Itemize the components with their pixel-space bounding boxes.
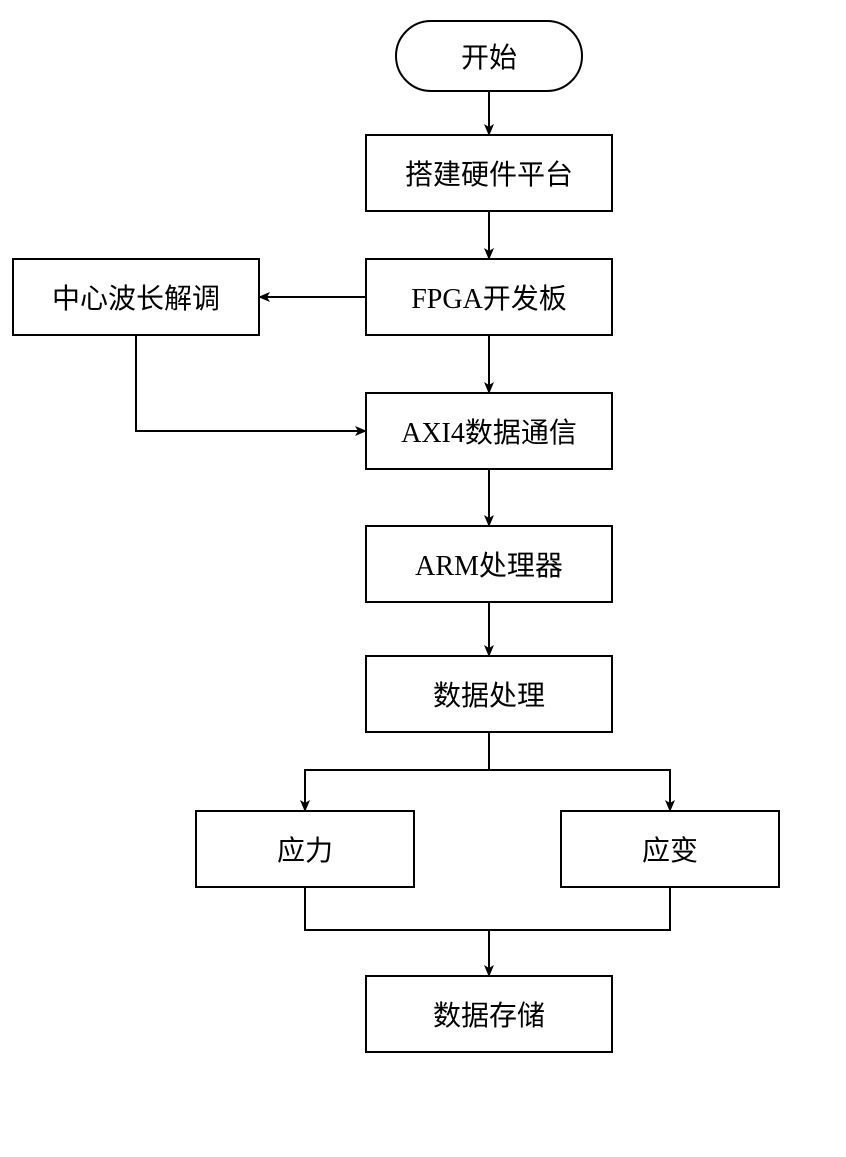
node-label: 开始 xyxy=(461,36,517,76)
node-label: 中心波长解调 xyxy=(52,277,220,317)
node-label: ARM处理器 xyxy=(415,544,563,584)
node-data-storage: 数据存储 xyxy=(365,975,613,1053)
node-label: AXI4数据通信 xyxy=(401,411,577,451)
node-fpga-board: FPGA开发板 xyxy=(365,258,613,336)
node-label: 应变 xyxy=(642,829,698,869)
node-axi4-comm: AXI4数据通信 xyxy=(365,392,613,470)
node-build-hardware: 搭建硬件平台 xyxy=(365,134,613,212)
node-label: 数据处理 xyxy=(433,674,545,714)
node-label: FPGA开发板 xyxy=(411,277,567,317)
node-label: 应力 xyxy=(277,829,333,869)
node-arm-processor: ARM处理器 xyxy=(365,525,613,603)
node-strain: 应变 xyxy=(560,810,780,888)
node-label: 搭建硬件平台 xyxy=(405,153,573,193)
node-wavelength-demod: 中心波长解调 xyxy=(12,258,260,336)
node-label: 数据存储 xyxy=(433,994,545,1034)
node-stress: 应力 xyxy=(195,810,415,888)
node-start: 开始 xyxy=(395,20,583,92)
node-data-process: 数据处理 xyxy=(365,655,613,733)
